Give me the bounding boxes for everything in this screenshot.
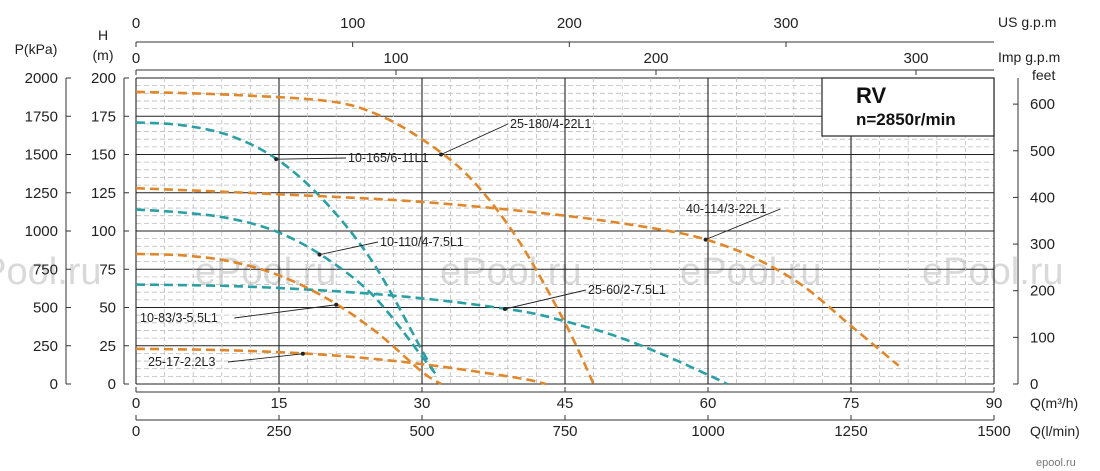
label-anchor-25-180-4-22l1: [439, 152, 444, 157]
curve-label-25-60-2-7-5l1: 25-60/2-7.5L1: [588, 283, 666, 297]
curve-label-25-180-4-22l1: 25-180/4-22L1: [510, 117, 591, 131]
axis-q-lmin-tick-label: 0: [132, 423, 140, 440]
axis-q-lmin-tick-label: 750: [552, 423, 577, 440]
info-box-title: RV: [856, 83, 886, 108]
curve-label-40-114-3-22l1: 40-114/3-22L1: [686, 202, 766, 216]
axis-head-tick-label: 200: [91, 70, 116, 87]
label-leader-10-165-6-11l1: [276, 157, 347, 160]
watermark-text: ePool.ru: [922, 251, 1064, 293]
label-anchor-25-60-2-7-5l1: [502, 306, 507, 311]
info-box-frame: [821, 77, 995, 137]
curve-25-17-2-2l3: [135, 347, 547, 386]
axis-feet-tick-label: 600: [1030, 96, 1055, 113]
axis-imp-gpm-tick-label: 200: [643, 50, 668, 67]
axis-head-tick-label: 50: [99, 300, 116, 317]
curve-10-83-3-5-5l1: [135, 252, 442, 386]
info-box-speed: n=2850r/min: [856, 110, 956, 129]
curve-40-114-3-22l1: [135, 186, 900, 367]
axis-q-lmin-tick-label: 1000: [691, 423, 724, 440]
curve-25-180-4-22l1: [135, 90, 595, 385]
axis-feet-tick-label: 500: [1030, 143, 1055, 160]
axis-q-lmin-tick-label: 1250: [834, 423, 867, 440]
curve-10-165-6-11l1: [135, 121, 438, 377]
axis-pressure-tick-label: 1250: [25, 185, 58, 202]
axis-head-label-symbol: H: [98, 27, 108, 43]
axis-feet-tick-label: 0: [1030, 376, 1038, 393]
axis-q-m3h-tick-label: 45: [557, 395, 574, 412]
axis-q-lmin-tick-label: 250: [266, 423, 291, 440]
axis-q-lmin-tick-label: 500: [409, 423, 434, 440]
curve-label-10-110-4-7-5l1: 10-110/4-7.5L1: [380, 235, 464, 249]
axis-q-lmin-label: Q(l/min): [1030, 423, 1080, 439]
axis-head-tick-label: 100: [91, 223, 116, 240]
axis-us-gpm-tick-label: 300: [773, 15, 798, 32]
axis-pressure-tick-label: 500: [33, 300, 58, 317]
label-anchor-10-165-6-11l1: [274, 157, 279, 162]
axis-pressure-tick-label: 750: [33, 261, 58, 278]
axis-head-label-unit: (m): [93, 47, 114, 63]
axis-q-m3h-tick-label: 75: [843, 395, 860, 412]
axis-pressure-tick-label: 2000: [25, 70, 58, 87]
label-leader-10-110-4-7-5l1: [319, 241, 379, 256]
axis-pressure-tick-label: 1750: [25, 108, 58, 125]
label-leader-25-180-4-22l1: [440, 123, 509, 155]
axis-pressure-tick-label: 1500: [25, 147, 58, 164]
curve-10-110-4-7-5l1: [135, 208, 438, 376]
axis-q-m3h-label: Q(m³/h): [1030, 395, 1078, 411]
label-leader-10-83-3-5-5l1: [234, 304, 337, 319]
label-anchor-10-83-3-5-5l1: [334, 302, 339, 307]
label-leader-25-60-2-7-5l1: [504, 289, 587, 310]
axis-us-gpm-tick-label: 100: [340, 15, 365, 32]
axis-head-tick-label: 125: [91, 185, 116, 202]
label-anchor-40-114-3-22l1: [703, 237, 708, 242]
chart-axes: 0 15 30 45 60 75 90 Q(m³/h)0 250 500 750 1000 1250 15…: [15, 14, 1080, 440]
axis-head-tick-label: 0: [108, 376, 116, 393]
curve-labels: 25-180/4-22L1 10-165/6-11L1 40-114/3-22L1 1…: [140, 117, 781, 369]
axis-pressure-tick-label: 0: [50, 376, 58, 393]
axis-q-m3h-tick-label: 0: [132, 395, 140, 412]
axis-feet-tick-label: 100: [1030, 329, 1055, 346]
curve-label-10-165-6-11l1: 10-165/6-11L1: [348, 151, 428, 165]
axis-us-gpm-tick-label: 200: [557, 15, 582, 32]
label-leader-25-17-2-2l3: [228, 353, 303, 363]
watermark-text: ePool.ru: [440, 251, 582, 293]
axis-feet-tick-label: 200: [1030, 283, 1055, 300]
axis-pressure-tick-label: 250: [33, 338, 58, 355]
axis-q-m3h-tick-label: 30: [414, 395, 431, 412]
axis-head-tick-label: 75: [99, 261, 116, 278]
axis-us-gpm-tick-label: 0: [132, 15, 140, 32]
axis-imp-gpm-label: Imp g.p.m: [998, 49, 1060, 65]
axis-feet-tick-label: 400: [1030, 189, 1055, 206]
axis-q-lmin-tick-label: 1500: [977, 423, 1010, 440]
curve-label-25-17-2-2l3: 25-17-2.2L3: [148, 355, 215, 369]
axis-head-tick-label: 175: [91, 108, 116, 125]
axis-feet-tick-label: 300: [1030, 236, 1055, 253]
axis-head-tick-label: 150: [91, 147, 116, 164]
axis-imp-gpm-tick-label: 300: [903, 50, 928, 67]
watermark-text: ePool.ru: [680, 251, 822, 293]
axis-q-m3h-tick-label: 90: [986, 395, 1003, 412]
label-leader-40-114-3-22l1: [705, 208, 781, 241]
curve-25-60-2-7-5l1: [135, 283, 728, 386]
axis-pressure-label: P(kPa): [15, 41, 58, 57]
watermark-text: ePool.ru: [0, 251, 102, 293]
info-box: RV n=2850r/min: [821, 77, 995, 137]
axis-us-gpm-label: US g.p.m: [998, 14, 1056, 30]
label-anchor-25-17-2-2l3: [300, 351, 305, 356]
pump-curves: [135, 90, 900, 386]
axis-imp-gpm-tick-label: 0: [132, 50, 140, 67]
axis-head-tick-label: 25: [99, 338, 116, 355]
axis-q-m3h-tick-label: 60: [700, 395, 717, 412]
axis-q-m3h-tick-label: 15: [271, 395, 288, 412]
label-anchor-10-110-4-7-5l1: [317, 252, 322, 257]
footer-logo: epool.ru: [1036, 457, 1076, 469]
axis-imp-gpm-tick-label: 100: [383, 50, 408, 67]
axis-pressure-tick-label: 1000: [25, 223, 58, 240]
axis-feet-label: feet: [1032, 67, 1055, 83]
curve-label-10-83-3-5-5l1: 10-83/3-5.5L1: [140, 311, 218, 325]
